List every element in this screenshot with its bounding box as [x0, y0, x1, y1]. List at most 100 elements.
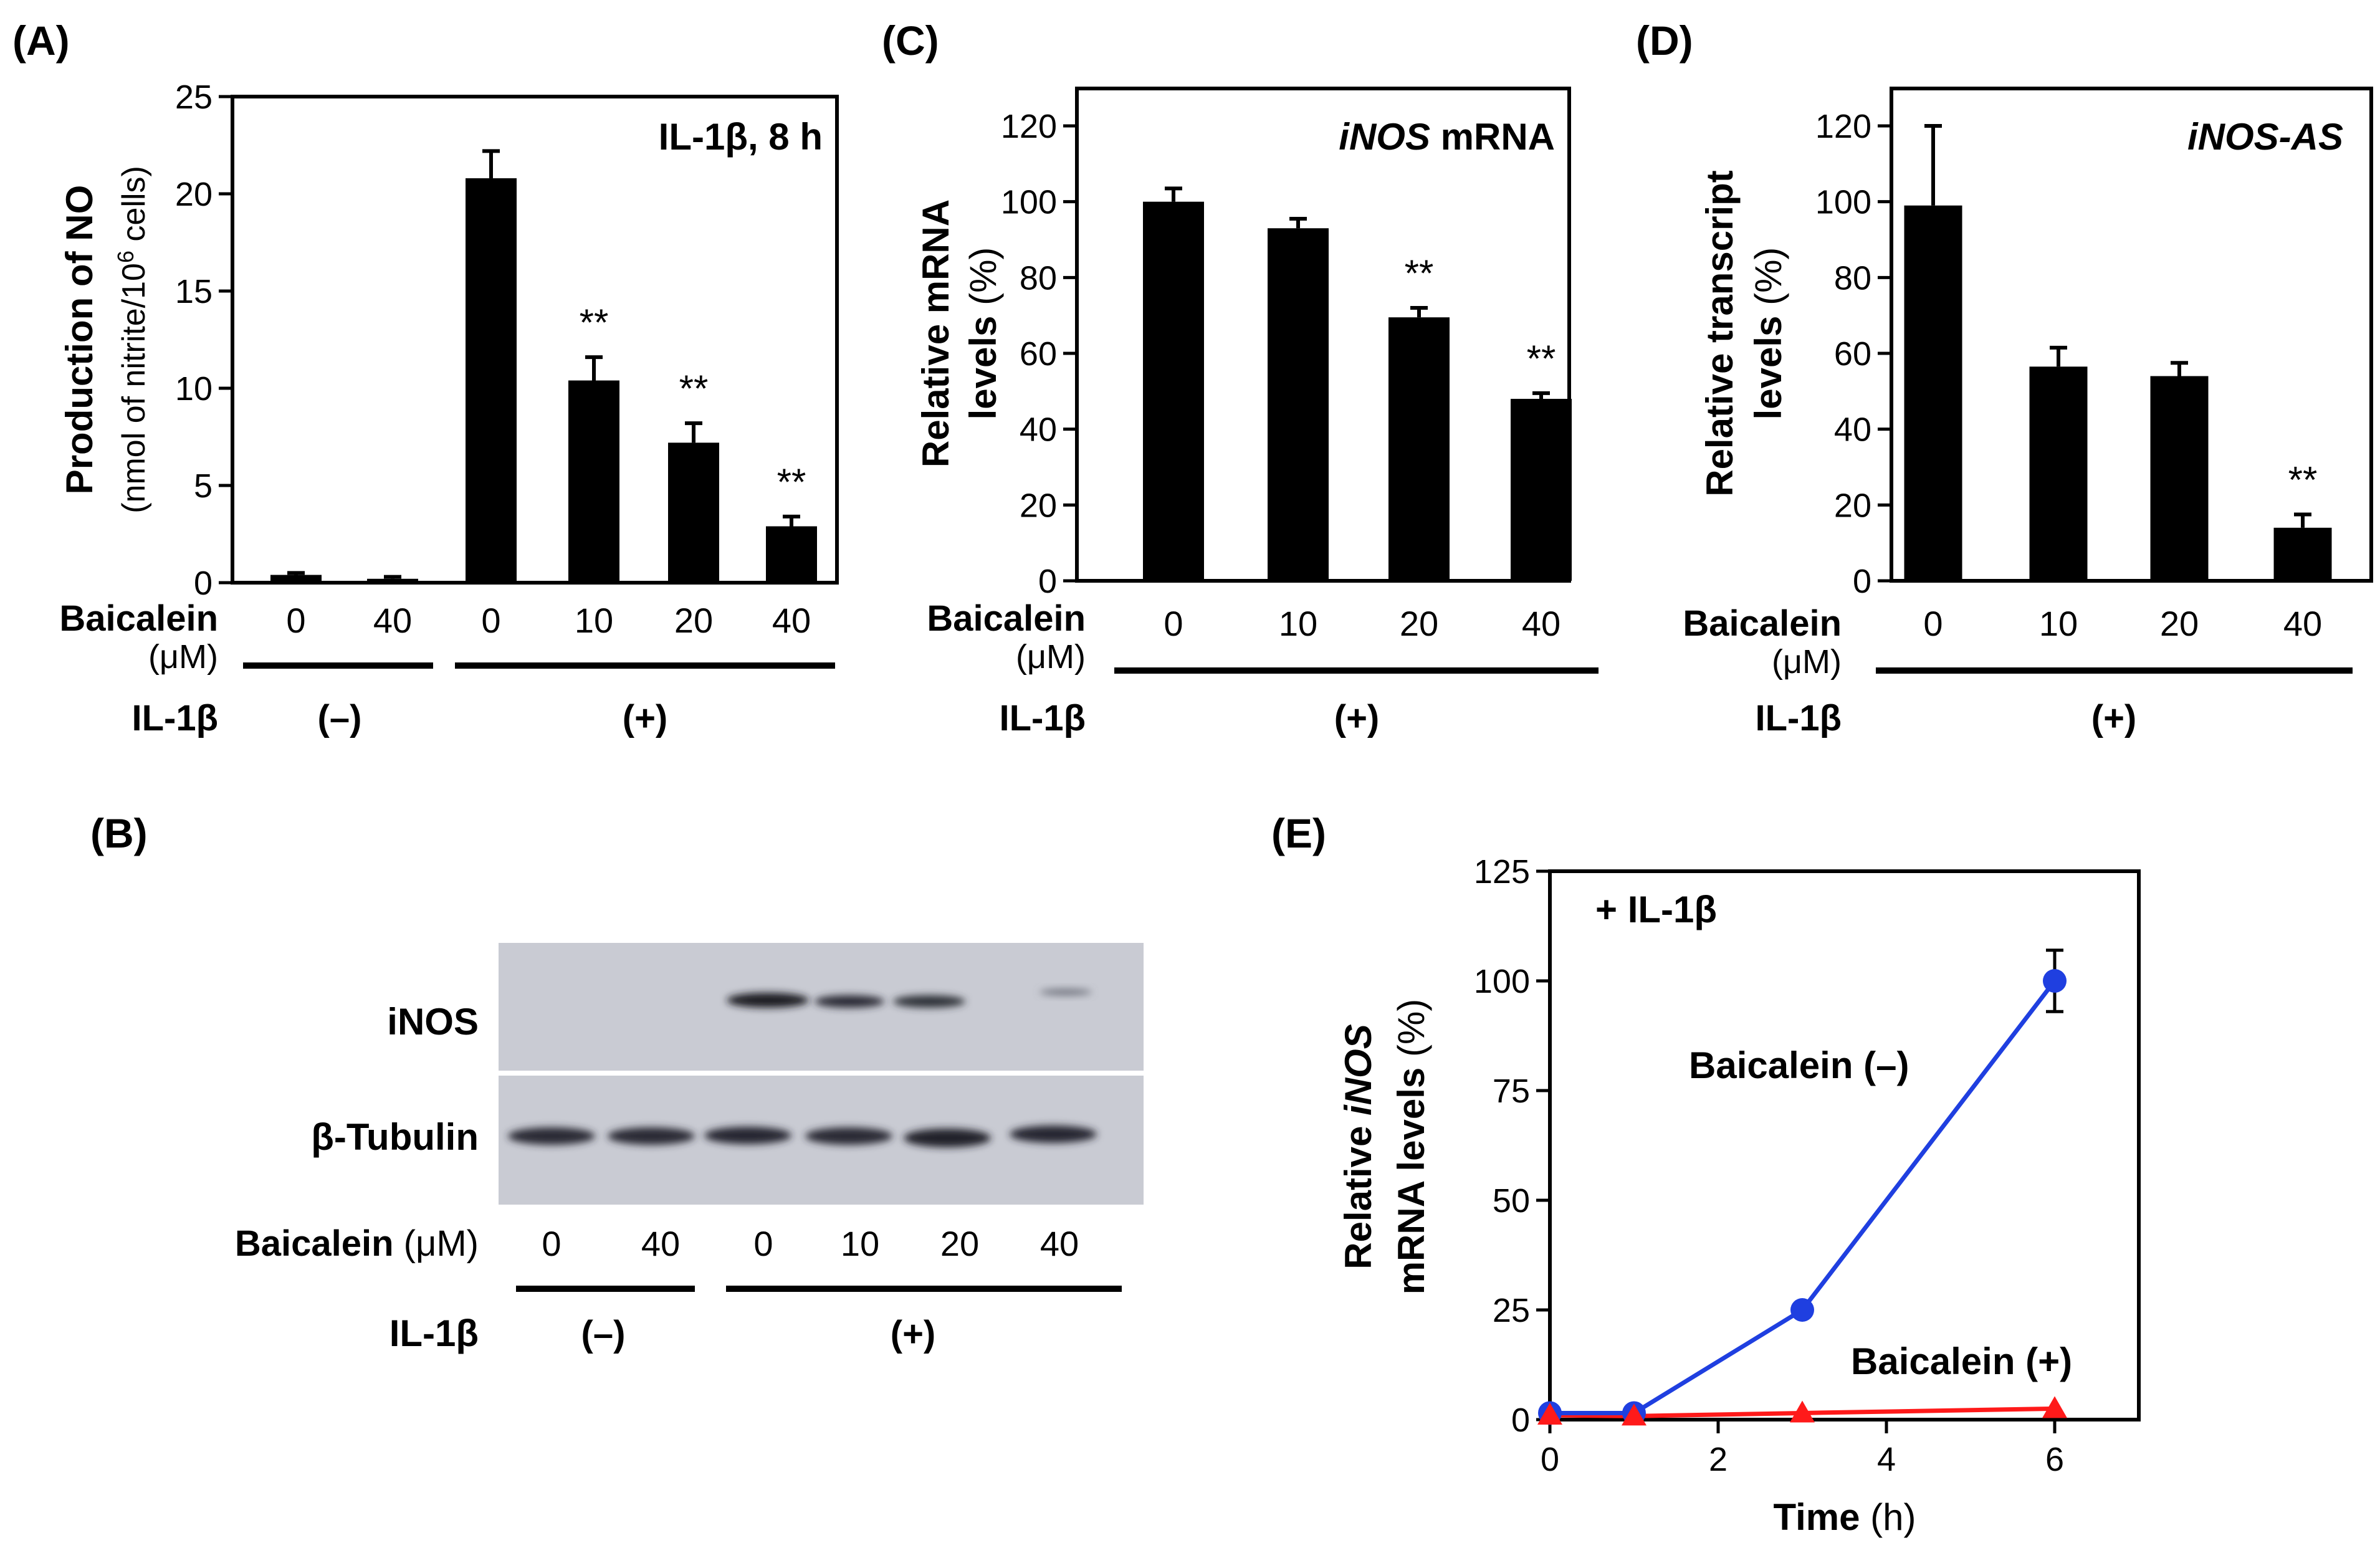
panel-c-group-label: IL-1β	[999, 698, 1086, 738]
inos-band-lane-3	[727, 993, 809, 1008]
tubulin-band-lane-1	[508, 1127, 595, 1145]
panel-a-x-ticklabels: 0 40 0 10 20 40	[286, 601, 811, 640]
d-bar-3	[2273, 527, 2332, 581]
d-category-3: 40	[2283, 604, 2322, 643]
blot-row-label-inos: iNOS	[387, 1001, 479, 1043]
a-bar-4	[668, 442, 719, 583]
e-ytick-label-2: 50	[1493, 1182, 1530, 1220]
panel-e-ylabel-2: mRNA levels (%)	[1390, 999, 1432, 1295]
e-ytick-label-4: 100	[1474, 963, 1530, 1000]
e-point-1-1	[1622, 1403, 1646, 1426]
panel-a-annotation: IL-1β, 8 h	[659, 116, 823, 158]
c-category-2: 20	[1400, 604, 1438, 643]
panel-a-xlabel: Baicalein	[59, 598, 218, 639]
a-bar-2	[466, 178, 517, 583]
a-ytick-label-2: 10	[175, 370, 213, 408]
d-category-1: 10	[2039, 604, 2078, 643]
d-ytick-label-1: 20	[1834, 487, 1871, 524]
e-point-0-3	[2043, 969, 2067, 993]
blot-lane-1: 0	[542, 1224, 561, 1263]
e-point-0-2	[1790, 1298, 1814, 1322]
panel-a-group-minus: (–)	[318, 698, 362, 738]
e-series-line-1	[1549, 1406, 2055, 1418]
c-bar-1	[1268, 228, 1329, 581]
blot-group-plus: (+)	[891, 1314, 936, 1354]
panel-a-bars: ** ** **	[270, 149, 817, 583]
tubulin-band-lane-5	[904, 1129, 991, 1147]
a-significance-4: **	[679, 368, 709, 409]
d-category-0: 0	[1923, 604, 1943, 643]
panel-c-group-plus: (+)	[1334, 698, 1380, 738]
panel-d-x-ticklabels: 0 10 20 40	[1923, 604, 2322, 643]
e-xtick-label-3: 6	[2045, 1441, 2064, 1478]
c-category-0: 0	[1164, 604, 1183, 643]
legend-baicalein-plus: Baicalein (+)	[1851, 1340, 2072, 1382]
c-bar-2	[1388, 317, 1450, 581]
inos-band-lane-4	[815, 995, 884, 1008]
panel-d-group-plus: (+)	[2091, 698, 2137, 738]
panel-d-xlabel: Baicalein	[1683, 603, 1842, 644]
d-significance-3: **	[2288, 459, 2318, 501]
a-bar-3	[568, 380, 619, 583]
c-bar-3	[1511, 399, 1572, 581]
panel-a-plot-frame	[231, 95, 839, 585]
e-ytick-label-3: 75	[1493, 1073, 1530, 1110]
panel-a: (A) 0 5 10 15 20 25 ** ** ** IL-1β, 8 h Product…	[12, 17, 839, 738]
blot-lane-4: 10	[841, 1224, 879, 1263]
panel-e-series	[1537, 948, 2067, 1426]
panel-a-xunit: (μM)	[148, 638, 218, 676]
panel-e: (E) 0 25 50 75 100 125 0 2 4 6 + IL-1β Baicalein …	[1271, 810, 2141, 1538]
e-ytick-label-0: 0	[1511, 1402, 1530, 1439]
blot-lane-6: 40	[1040, 1224, 1079, 1263]
blot-xlabel: Baicalein (μM)	[235, 1223, 479, 1264]
a-bar-1	[367, 578, 418, 583]
panel-c-x-ticklabels: 0 10 20 40	[1164, 604, 1560, 643]
panel-c-xunit: (μM)	[1016, 638, 1086, 676]
panel-a-group-label: IL-1β	[131, 698, 218, 738]
panel-d-xunit: (μM)	[1772, 643, 1842, 681]
e-xtick-label-2: 4	[1877, 1441, 1896, 1478]
blot-lane-labels: 0 40 0 10 20 40	[542, 1224, 1079, 1263]
blot-group-minus: (–)	[581, 1314, 626, 1354]
d-bar-0	[1904, 205, 1962, 581]
c-ytick-label-6: 120	[1001, 108, 1057, 145]
a-category-5: 40	[772, 601, 811, 640]
panel-c-ylabel-2: levels (%)	[962, 247, 1004, 420]
tubulin-band-lane-6	[1010, 1125, 1097, 1143]
blot-lane-2: 40	[641, 1224, 680, 1263]
blot-lane-5: 20	[940, 1224, 979, 1263]
a-bar-0	[270, 575, 322, 583]
panel-a-ylabel-units: (nmol of nitrite/106 cells)	[113, 166, 152, 514]
a-ytick-label-1: 5	[194, 467, 213, 505]
panel-b-western-blot: (B) iNOS β-Tubulin Baicalein (μM) 0 40 0…	[90, 810, 1144, 1354]
panel-a-y-axis: 0 5 10 15 20 25	[175, 79, 232, 602]
panel-d-ylabel-2: levels (%)	[1747, 247, 1789, 420]
c-ytick-label-2: 40	[1020, 411, 1057, 449]
blot-group-label: IL-1β	[389, 1312, 479, 1354]
blot-row-divider	[499, 1071, 1144, 1076]
c-ytick-label-0: 0	[1038, 563, 1057, 600]
c-category-3: 40	[1522, 604, 1560, 643]
panel-e-label: (E)	[1271, 810, 1326, 856]
a-category-4: 20	[674, 601, 713, 640]
tubulin-band-lane-3	[704, 1127, 791, 1144]
tubulin-band-lane-4	[805, 1127, 892, 1145]
c-ytick-label-3: 60	[1020, 335, 1057, 373]
d-bar-1	[2029, 366, 2088, 581]
panel-e-xlabel: Time (h)	[1774, 1496, 1916, 1538]
panel-d-label: (D)	[1636, 17, 1693, 64]
inos-band-lane-5	[893, 995, 965, 1008]
e-point-1-2	[1790, 1400, 1815, 1423]
panel-a-label: (A)	[12, 17, 70, 64]
panel-c-label: (C)	[882, 17, 939, 64]
d-ytick-label-2: 40	[1834, 411, 1871, 449]
panel-d-annotation: iNOS-AS	[2187, 116, 2343, 158]
a-significance-3: **	[580, 302, 609, 343]
tubulin-bands	[508, 1125, 1097, 1147]
c-category-1: 10	[1279, 604, 1317, 643]
panel-e-axes: 0 25 50 75 100 125 0 2 4 6	[1474, 853, 2064, 1478]
e-series-line-0	[1550, 979, 2057, 1415]
